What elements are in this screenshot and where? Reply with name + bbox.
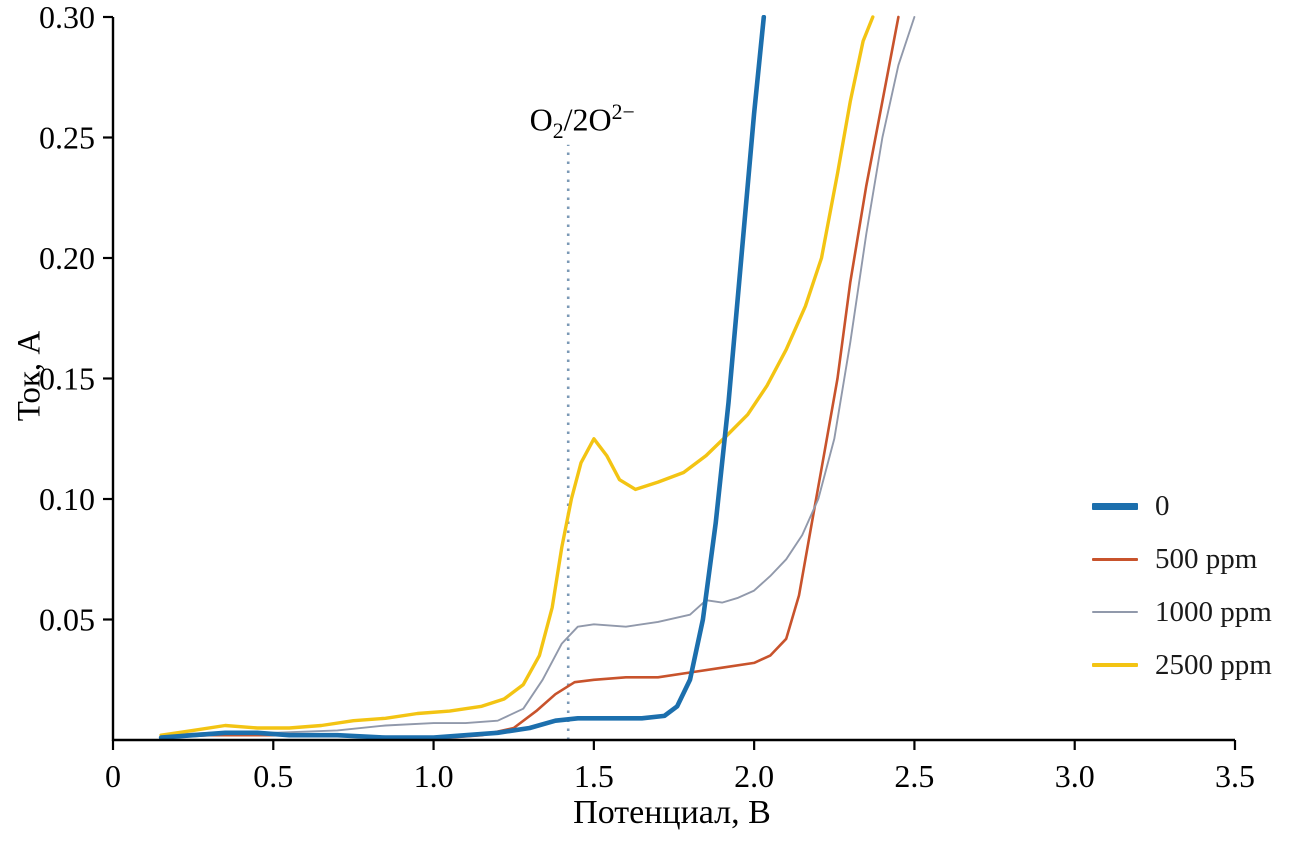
annotation-o2-label: O2/2O2− [530, 100, 635, 144]
y-axis-label: Ток, А [11, 330, 48, 422]
series-line-1000-ppm [160, 16, 916, 737]
legend-swatch-0 [1092, 502, 1138, 510]
y-tick-label: 0.15 [39, 361, 95, 397]
legend: 0 500 ppm 1000 ppm 2500 ppm [1092, 488, 1272, 683]
legend-swatch-500-ppm [1092, 557, 1138, 561]
y-tick-label: 0.30 [39, 0, 95, 35]
y-tick-label: 0.10 [39, 481, 95, 517]
series-line-0 [158, 15, 767, 740]
x-tick-label: 2.0 [734, 758, 774, 794]
x-tick-label: 3.5 [1215, 758, 1255, 794]
x-axis-label: Потенциал, В [573, 794, 771, 831]
legend-swatch-1000-ppm [1092, 611, 1138, 613]
y-tick-label: 0.25 [39, 120, 95, 156]
legend-item-2500-ppm: 2500 ppm [1092, 647, 1272, 683]
annotation-sub: 2 [552, 119, 564, 144]
legend-label: 2500 ppm [1155, 648, 1272, 681]
annotation-pre: O [529, 101, 553, 138]
legend-item-0: 0 [1092, 488, 1272, 524]
x-tick-label: 1.0 [414, 758, 454, 794]
legend-swatch-2500-ppm [1092, 663, 1138, 667]
legend-label: 0 [1155, 489, 1170, 522]
legend-label: 1000 ppm [1155, 595, 1272, 628]
annotation-sup: 2− [611, 100, 635, 124]
legend-item-1000-ppm: 1000 ppm [1092, 594, 1272, 630]
legend-label: 500 ppm [1155, 542, 1258, 575]
x-tick-label: 0 [105, 758, 121, 794]
x-tick-label: 2.5 [894, 758, 934, 794]
y-tick-label: 0.20 [39, 240, 95, 276]
x-tick-label: 1.5 [574, 758, 614, 794]
annotation-mid: /2O [563, 101, 612, 138]
y-tick-label: 0.05 [39, 602, 95, 638]
series-line-2500-ppm [159, 15, 875, 737]
x-tick-label: 3.0 [1055, 758, 1095, 794]
x-tick-label: 0.5 [253, 758, 293, 794]
legend-item-500-ppm: 500 ppm [1092, 541, 1272, 577]
